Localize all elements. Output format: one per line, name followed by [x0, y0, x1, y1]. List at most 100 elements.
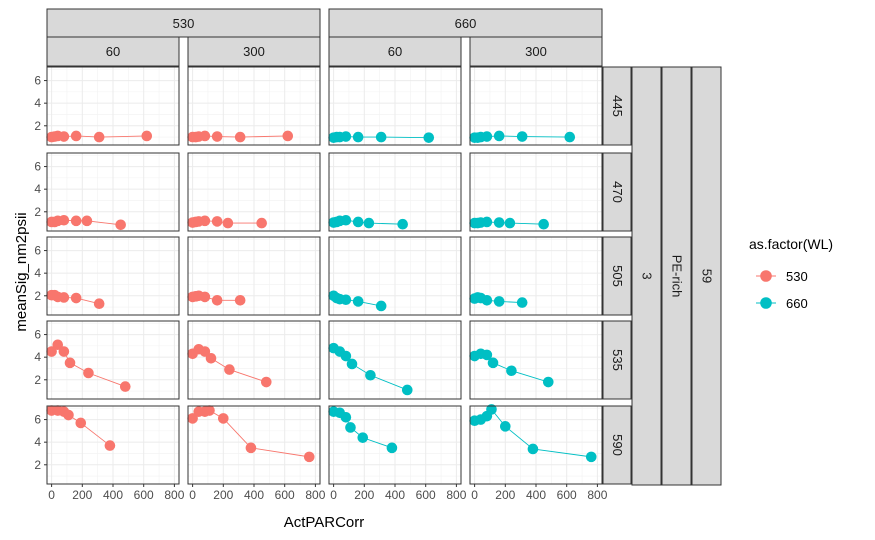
data-point-660: [493, 217, 505, 228]
legend-title: as.factor(WL): [749, 236, 833, 252]
facet-panel: [469, 320, 603, 400]
data-point-530: [199, 215, 211, 227]
data-point-530: [58, 292, 70, 303]
right-strip-label: 59: [700, 269, 715, 283]
legend-key-point: [760, 270, 772, 282]
panel-border: [187, 152, 321, 232]
data-point-660: [346, 358, 358, 370]
y-tick-label: 6: [34, 160, 41, 174]
facet-panel: [328, 405, 462, 485]
facet-panel: [46, 66, 180, 146]
facet-panel: [187, 236, 321, 316]
data-point-530: [52, 339, 64, 351]
col-strip-inner: [469, 36, 603, 67]
data-point-660: [423, 132, 435, 143]
data-point-660: [340, 214, 352, 226]
data-point-660: [481, 131, 493, 142]
right-strip: [661, 66, 692, 486]
data-point-660: [357, 432, 369, 443]
data-point-530: [205, 353, 217, 364]
facet-panel: [328, 152, 462, 232]
data-point-530: [282, 130, 294, 142]
data-point-530: [222, 217, 234, 229]
data-point-660: [375, 300, 387, 312]
facet-panel: [469, 404, 603, 485]
data-point-530: [83, 367, 94, 379]
legend: as.factor(WL) 530 660: [749, 236, 833, 311]
panel-border: [46, 66, 180, 146]
y-tick-label: 6: [34, 413, 41, 427]
row-strip-label: 445: [610, 95, 625, 117]
data-point-660: [352, 296, 364, 307]
x-tick-label: 0: [471, 488, 478, 502]
data-point-660: [352, 131, 364, 143]
col-strip-outer-label: 530: [173, 16, 195, 31]
data-point-530: [141, 130, 153, 142]
data-point-530: [234, 295, 246, 306]
facet-panel: [46, 320, 180, 400]
x-tick-label: 600: [416, 488, 436, 502]
row-strip: [602, 152, 632, 232]
facet-panel: [328, 320, 462, 400]
x-tick-label: 0: [330, 488, 337, 502]
data-point-660: [493, 296, 505, 307]
data-point-660: [486, 404, 497, 415]
data-point-530: [303, 451, 315, 463]
panel-border: [328, 236, 462, 316]
panel-border: [187, 320, 321, 400]
data-point-660: [506, 365, 517, 377]
x-tick-label: 0: [189, 488, 196, 502]
facet-panel: [187, 320, 321, 400]
data-point-530: [204, 405, 215, 416]
data-point-660: [401, 384, 413, 396]
data-point-660: [386, 442, 398, 454]
data-point-660: [340, 294, 352, 306]
data-point-530: [224, 364, 235, 375]
data-point-660: [397, 218, 408, 230]
y-tick-label: 4: [34, 350, 41, 364]
data-point-660: [493, 130, 505, 142]
data-point-530: [211, 131, 223, 142]
data-point-660: [340, 350, 352, 362]
col-strip-inner-label: 300: [243, 44, 265, 59]
x-tick-label: 800: [446, 488, 466, 502]
right-strip: [631, 66, 662, 486]
data-point-530: [46, 346, 57, 357]
x-tick-label: 200: [495, 488, 515, 502]
x-axis-title: ActPARCorr: [284, 514, 365, 531]
y-tick-label: 4: [34, 182, 41, 196]
data-point-530: [234, 131, 246, 143]
data-point-660: [481, 349, 493, 361]
y-tick-label: 4: [34, 435, 41, 449]
data-point-660: [504, 217, 516, 229]
facet-panel: [187, 66, 321, 146]
x-tick-label: 400: [526, 488, 546, 502]
data-point-660: [516, 297, 528, 308]
data-point-660: [340, 131, 352, 142]
data-point-660: [345, 422, 356, 433]
data-point-660: [516, 131, 528, 142]
data-point-530: [199, 346, 211, 357]
data-point-660: [363, 217, 375, 229]
data-point-530: [75, 417, 87, 429]
data-point-530: [58, 131, 70, 142]
x-tick-label: 600: [134, 488, 154, 502]
data-point-660: [500, 421, 511, 432]
right-strip-label: 3: [640, 272, 655, 279]
col-strip-inner: [187, 36, 321, 67]
data-point-660: [375, 131, 387, 143]
data-point-530: [199, 130, 211, 142]
facet-panel: [187, 405, 321, 485]
facet-panel: [46, 405, 180, 485]
row-strip-label: 535: [610, 349, 625, 371]
col-strip-outer: [328, 8, 603, 38]
x-tick-label: 800: [587, 488, 607, 502]
y-tick-label: 6: [34, 244, 41, 258]
data-point-530: [93, 298, 105, 309]
facet-panels: [46, 66, 603, 485]
data-point-530: [70, 215, 82, 227]
facet-panel: [469, 66, 603, 146]
row-strip-label: 590: [610, 434, 625, 456]
panel-border: [469, 66, 603, 146]
col-strip-inner: [46, 36, 180, 67]
